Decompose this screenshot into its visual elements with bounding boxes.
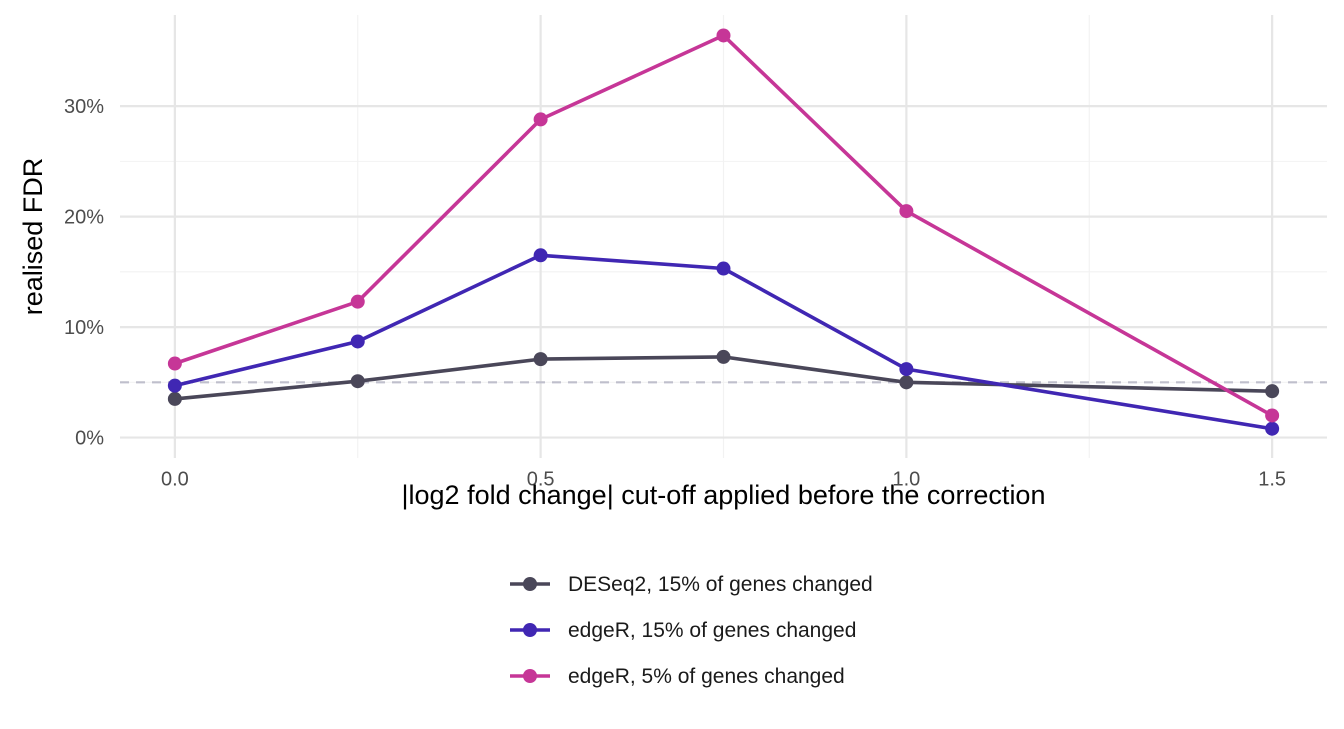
data-point <box>350 294 365 309</box>
data-point <box>350 334 365 349</box>
x-axis-title: |log2 fold change| cut-off applied befor… <box>402 480 1046 510</box>
data-point <box>533 248 548 263</box>
legend: DESeq2, 15% of genes changed edgeR, 15% o… <box>510 573 873 688</box>
series-layer <box>167 28 1280 436</box>
data-point <box>1265 408 1280 423</box>
series-0 <box>167 349 1280 406</box>
data-point <box>716 28 731 43</box>
legend-item-1: edgeR, 15% of genes changed <box>510 619 856 642</box>
data-point <box>1265 384 1280 399</box>
series-1 <box>167 248 1280 436</box>
tick-labels: 0.0 0.5 1.0 1.5 0% 10% 20% 30% <box>64 96 1286 490</box>
legend-item-2: edgeR, 5% of genes changed <box>510 665 845 688</box>
y-tick-label: 30% <box>64 96 104 118</box>
data-point <box>533 352 548 367</box>
data-point <box>167 391 182 406</box>
data-point <box>716 349 731 364</box>
legend-label: edgeR, 5% of genes changed <box>568 665 845 688</box>
series-line <box>173 33 1274 418</box>
x-tick-label: 1.0 <box>892 469 920 491</box>
legend-item-0: DESeq2, 15% of genes changed <box>510 573 873 596</box>
y-tick-label: 10% <box>64 317 104 339</box>
x-tick-label: 0.5 <box>527 469 555 491</box>
data-point <box>899 362 914 377</box>
data-point <box>167 356 182 371</box>
series-2 <box>167 28 1280 423</box>
data-point <box>167 378 182 393</box>
x-tick-label: 0.0 <box>161 469 189 491</box>
legend-label: DESeq2, 15% of genes changed <box>568 573 873 596</box>
data-point <box>533 112 548 127</box>
y-tick-label: 20% <box>64 207 104 229</box>
data-point <box>716 261 731 276</box>
series-line <box>173 355 1274 401</box>
grid <box>120 15 1327 458</box>
data-point <box>350 374 365 389</box>
legend-key-point <box>523 669 537 683</box>
legend-label: edgeR, 15% of genes changed <box>568 619 856 642</box>
series-line <box>173 253 1274 431</box>
data-point <box>1265 421 1280 436</box>
data-point <box>899 375 914 390</box>
x-tick-label: 1.5 <box>1258 469 1286 491</box>
legend-key-point <box>523 623 537 637</box>
y-axis-title: realised FDR <box>18 158 48 316</box>
legend-key-point <box>523 577 537 591</box>
y-tick-label: 0% <box>75 428 104 450</box>
data-point <box>899 204 914 219</box>
